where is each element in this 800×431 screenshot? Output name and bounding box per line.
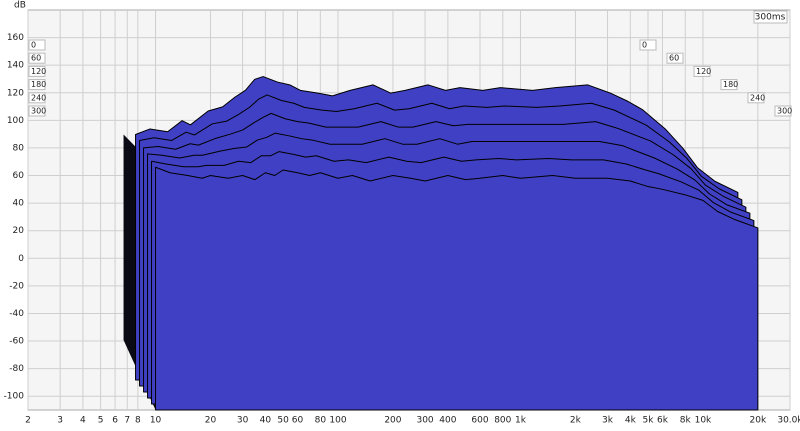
x-tick-label: 40 xyxy=(260,416,272,426)
x-tick-label: 30 xyxy=(237,416,249,426)
x-tick-label: 20 xyxy=(205,416,217,426)
time-label-box xyxy=(28,52,46,64)
y-tick-label: -40 xyxy=(9,309,24,319)
y-tick-label: 40 xyxy=(13,199,25,209)
time-label-box xyxy=(666,52,684,64)
time-label-box xyxy=(28,105,46,117)
x-tick-label: 7 xyxy=(124,416,130,426)
x-tick-label: 8k xyxy=(680,416,692,426)
slice xyxy=(155,166,759,411)
x-tick-label: 5k xyxy=(643,416,655,426)
time-label-box xyxy=(28,92,46,104)
time-window: 300ms xyxy=(755,13,786,23)
time-label: 240 xyxy=(750,93,765,102)
waterfall xyxy=(123,76,759,411)
x-tick-label: 100 xyxy=(329,416,346,426)
y-tick-label: -60 xyxy=(9,337,24,347)
x-tick-label: 10k xyxy=(695,416,712,426)
time-label-box xyxy=(28,79,46,91)
time-label: 0 xyxy=(642,41,647,50)
time-label: 120 xyxy=(696,67,711,76)
y-tick-label: 120 xyxy=(7,88,24,98)
time-label: 60 xyxy=(669,54,679,63)
time-label: 240 xyxy=(31,93,46,102)
x-tick-label: 800 xyxy=(494,416,511,426)
x-tick-label: 80 xyxy=(315,416,327,426)
y-tick-label: -80 xyxy=(9,364,24,374)
x-tick-label: 10 xyxy=(150,416,162,426)
time-window-box xyxy=(753,10,788,24)
time-label-box xyxy=(747,92,765,104)
x-tick-label: 3 xyxy=(57,416,63,426)
x-tick-label: 1k xyxy=(515,416,527,426)
time-label: 120 xyxy=(31,67,46,76)
time-label: 300 xyxy=(777,107,792,116)
x-tick-label: 200 xyxy=(384,416,401,426)
x-tick-label: 300 xyxy=(416,416,433,426)
x-tick-label: 5 xyxy=(98,416,104,426)
x-tick-label: 2 xyxy=(25,416,31,426)
y-tick-label: -20 xyxy=(9,281,24,291)
y-tick-label: 140 xyxy=(7,61,24,71)
time-label-box xyxy=(639,39,657,51)
x-tick-label: 60 xyxy=(292,416,304,426)
y-tick-label: 160 xyxy=(7,33,24,43)
time-label: 180 xyxy=(723,80,738,89)
y-tick-label: 80 xyxy=(13,143,25,153)
x-tick-label: 4 xyxy=(80,416,86,426)
x-tick-label: 2k xyxy=(570,416,582,426)
x-tick-label: 6 xyxy=(112,416,118,426)
time-label-box xyxy=(774,105,792,117)
time-label: 0 xyxy=(31,41,36,50)
x-tick-label: 20k xyxy=(750,416,767,426)
y-tick-label: 0 xyxy=(18,254,24,264)
time-label-box xyxy=(693,65,711,77)
x-tick-label: 600 xyxy=(471,416,488,426)
y-tick-label: 100 xyxy=(7,116,24,126)
y-tick-label: 20 xyxy=(13,226,25,236)
time-label: 180 xyxy=(31,80,46,89)
time-label: 60 xyxy=(31,54,41,63)
x-tick-label: 6k xyxy=(657,416,669,426)
time-label-box xyxy=(720,79,738,91)
time-label: 300 xyxy=(31,107,46,116)
y-axis-label: dB xyxy=(14,1,26,11)
y-tick-label: -100 xyxy=(4,392,25,402)
y-tick-label: 60 xyxy=(13,171,25,181)
time-label-box xyxy=(28,39,46,51)
x-tick-label: 3k xyxy=(602,416,614,426)
x-tick-label: 50 xyxy=(277,416,289,426)
x-tick-label: 400 xyxy=(439,416,456,426)
x-tick-label: 4k xyxy=(625,416,637,426)
x-tick-label: 30.0k xyxy=(777,416,800,426)
time-label-box xyxy=(28,65,46,77)
x-tick-label: 8 xyxy=(135,416,141,426)
